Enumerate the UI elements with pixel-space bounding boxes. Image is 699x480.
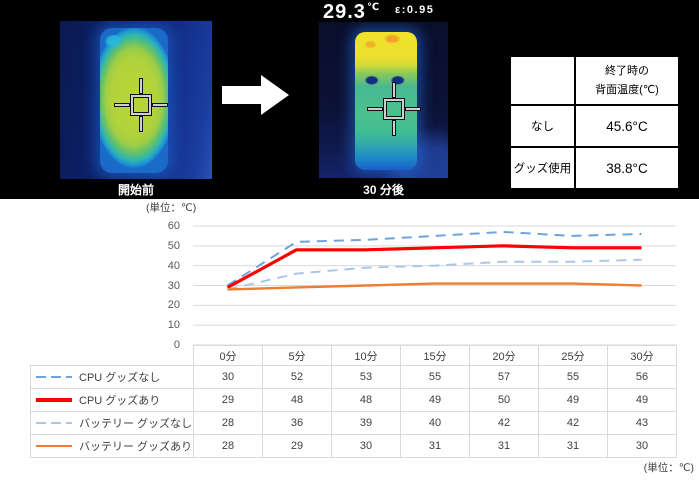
value-cell: 31 [400,434,470,458]
before-label: 開始前 [117,183,154,197]
y-tick-label: 10 [167,319,180,332]
summary-header-line2: 背面温度(℃) [595,83,659,96]
value-cell: 42 [538,411,608,435]
thermal-image-after [319,22,448,178]
col-header: 15分 [400,345,470,366]
y-tick-label: 20 [167,299,180,312]
after-label: 30 分後 [363,183,404,197]
value-cell: 30 [193,365,263,389]
table-row: CPU グッズなし 30 52 53 55 57 55 56 [30,365,677,389]
summary-corner-cell [509,55,576,106]
summary-row-label: グッズ使用 [509,146,576,190]
y-tick-label: 0 [173,339,180,351]
value-cell: 56 [607,365,677,389]
value-cell: 49 [400,388,470,412]
phone-thermal-shape-after [355,32,417,170]
y-tick-label: 60 [167,220,180,232]
value-cell: 48 [262,388,332,412]
value-cell: 57 [469,365,539,389]
chart-unit-label: (単位：℃) [146,202,197,214]
col-header: 20分 [469,345,539,366]
value-cell: 39 [331,411,401,435]
table-row: バッテリー グッズあり 28 29 30 31 31 31 30 [30,434,677,458]
value-cell: 29 [262,434,332,458]
value-cell: 49 [538,388,608,412]
value-cell: 31 [469,434,539,458]
value-cell: 50 [469,388,539,412]
series-name: CPU グッズなし [79,372,161,384]
series-name: バッテリー グッズなし [79,418,193,430]
crosshair-icon [115,79,167,131]
temperature-readout: 29.3℃ ε:0.95 [323,1,435,23]
legend-cell: バッテリー グッズあり [30,434,194,458]
col-header: 25分 [538,345,608,366]
col-header: 10分 [331,345,401,366]
table-row: バッテリー グッズなし 28 36 39 40 42 42 43 [30,411,677,435]
table-header-row: 0分 5分 10分 15分 20分 25分 30分 [30,345,677,366]
table-ghost-cell [30,345,194,366]
summary-header-cell: 終了時の 背面温度(℃) [574,55,680,106]
thermal-image-before [60,21,212,179]
value-cell: 48 [331,388,401,412]
value-cell: 31 [538,434,608,458]
value-cell: 55 [400,365,470,389]
table-unit-label: (単位：℃) [643,462,694,474]
arrow-right-icon [222,75,289,115]
phone-thermal-shape-before [100,28,168,173]
y-axis-labels: 0 10 20 30 40 50 60 [152,220,186,351]
value-cell: 28 [193,411,263,435]
temperature-value: 29.3 [323,1,366,23]
y-tick-label: 40 [167,259,180,272]
summary-row-label: なし [509,104,576,148]
value-cell: 36 [262,411,332,435]
y-tick-label: 50 [167,239,180,252]
legend-line-sample [36,376,72,378]
emissivity-value: ε:0.95 [395,4,435,16]
summary-row-value: 38.8°C [574,146,680,190]
value-cell: 52 [262,365,332,389]
table-row: CPU グッズあり 29 48 48 49 50 49 49 [30,388,677,412]
value-cell: 29 [193,388,263,412]
value-cell: 30 [607,434,677,458]
summary-row-value: 45.6°C [574,104,680,148]
summary-table: 終了時の 背面温度(℃) なし 45.6°C グッズ使用 38.8°C [509,55,680,190]
line-chart [193,225,676,346]
value-cell: 53 [331,365,401,389]
legend-line-sample [36,444,72,448]
temperature-unit: ℃ [366,2,380,13]
series-name: CPU グッズあり [79,395,161,407]
legend-line-sample [36,398,72,402]
value-cell: 30 [331,434,401,458]
summary-header-line1: 終了時の [605,64,649,77]
data-table: 0分 5分 10分 15分 20分 25分 30分 CPU グッズなし 30 5… [30,345,677,458]
legend-line-sample [36,422,72,424]
col-header: 5分 [262,345,332,366]
value-cell: 55 [538,365,608,389]
legend-cell: CPU グッズなし [30,365,194,389]
col-header: 0分 [193,345,263,366]
y-tick-label: 30 [167,279,180,292]
legend-cell: CPU グッズあり [30,388,194,412]
value-cell: 43 [607,411,677,435]
value-cell: 40 [400,411,470,435]
value-cell: 49 [607,388,677,412]
value-cell: 28 [193,434,263,458]
series-name: バッテリー グッズあり [79,441,193,453]
thermal-panel: 開始前 29.3℃ ε:0.95 30 分後 終了時の 背面温度(℃) [0,0,699,199]
value-cell: 42 [469,411,539,435]
col-header: 30分 [607,345,677,366]
legend-cell: バッテリー グッズなし [30,411,194,435]
crosshair-icon [368,83,420,135]
